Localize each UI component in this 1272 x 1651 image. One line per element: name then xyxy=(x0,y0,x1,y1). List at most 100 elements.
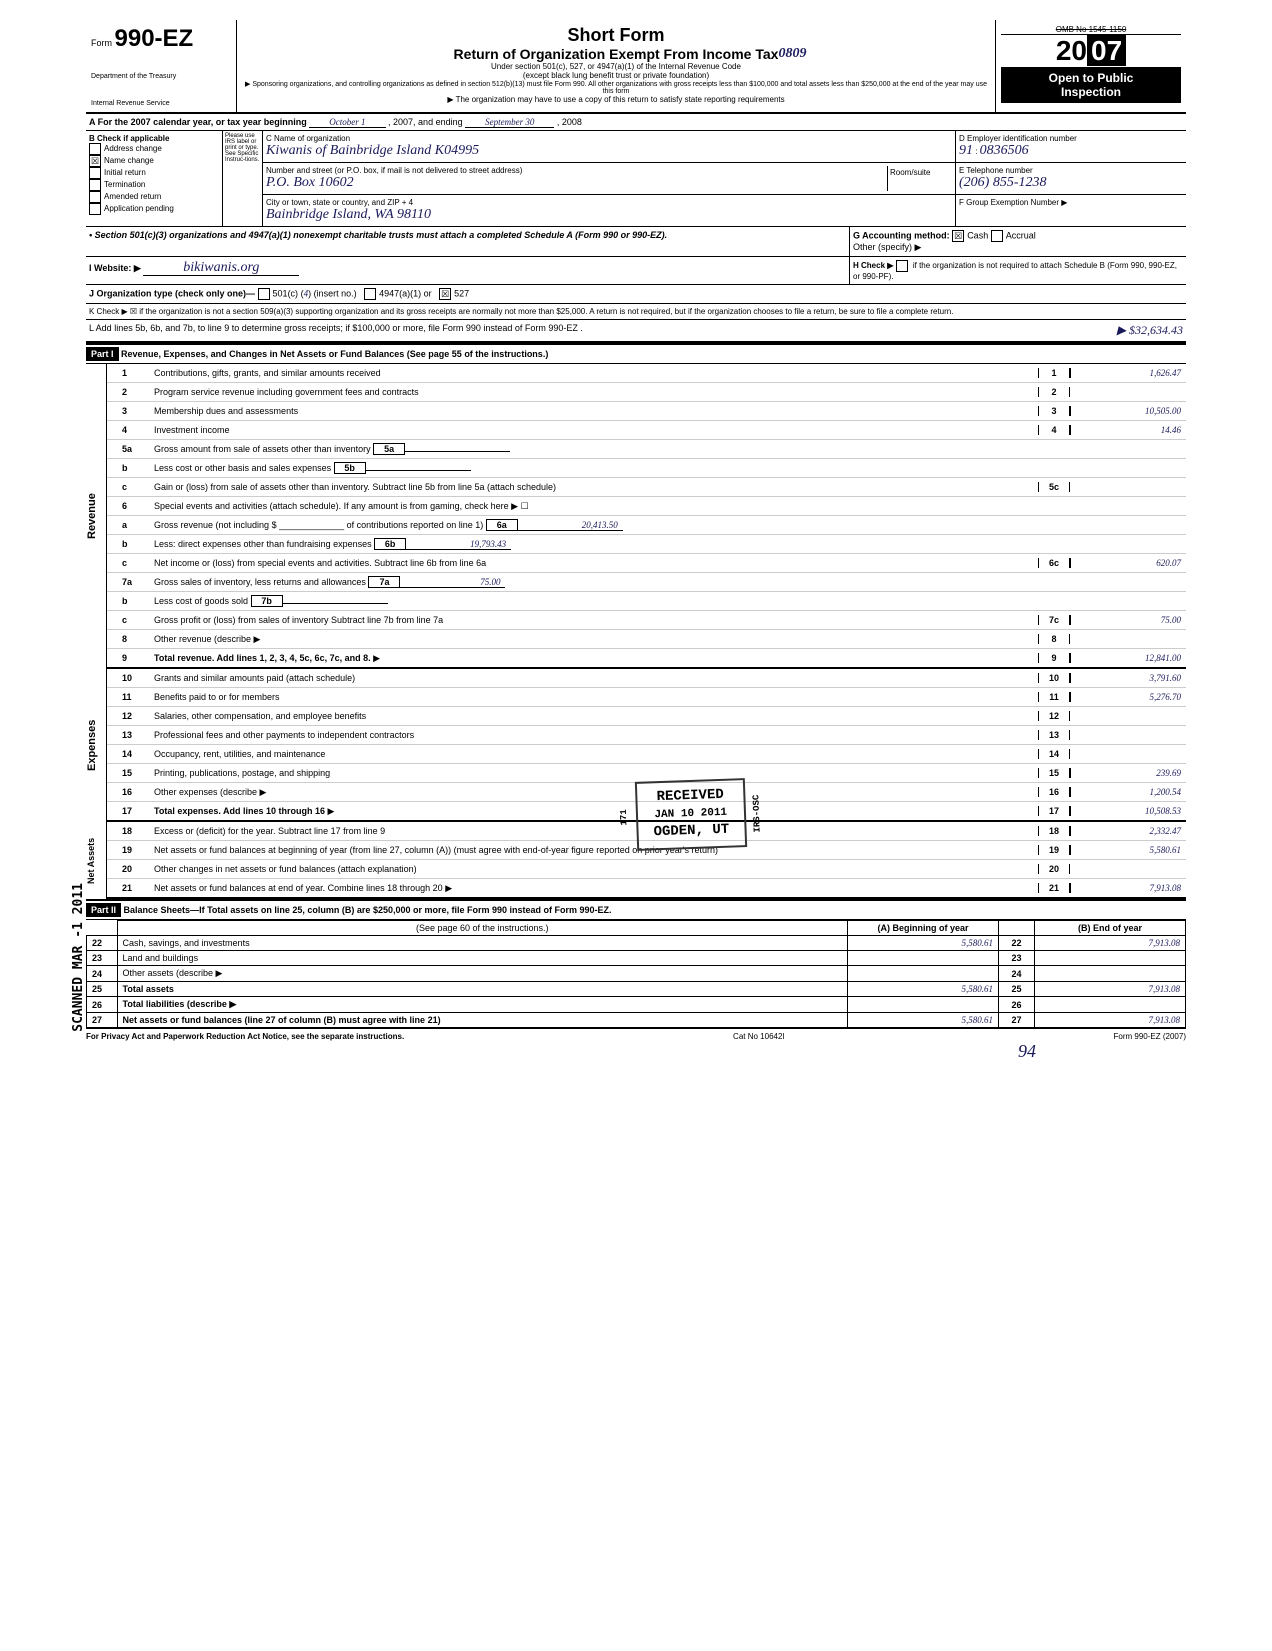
line7a-text: Gross sales of inventory, less returns a… xyxy=(154,577,366,587)
line1-text: Contributions, gifts, grants, and simila… xyxy=(152,366,1038,380)
bal25-b[interactable]: 7,913.08 xyxy=(1035,982,1186,997)
chk-527[interactable]: ☒ xyxy=(439,288,451,300)
line15-val[interactable]: 239.69 xyxy=(1070,768,1186,778)
revenue-section: Revenue 1Contributions, gifts, grants, a… xyxy=(86,364,1186,669)
section-l: L Add lines 5b, 6b, and 7b, to line 9 to… xyxy=(86,320,1186,343)
line17-val[interactable]: 10,508.53 xyxy=(1070,806,1186,816)
line5b-val[interactable] xyxy=(366,470,471,471)
bal26-b[interactable] xyxy=(1035,997,1186,1013)
org-city[interactable]: Bainbridge Island, WA 98110 xyxy=(266,207,952,223)
501c-num[interactable]: 4 xyxy=(304,288,309,298)
bal22-text: Cash, savings, and investments xyxy=(117,936,848,951)
chk-initial[interactable] xyxy=(89,167,101,179)
year-handwritten: 0809 xyxy=(778,46,806,62)
bal23-a[interactable] xyxy=(848,951,999,966)
col-b-head: (B) End of year xyxy=(1035,921,1186,936)
line11-text: Benefits paid to or for members xyxy=(152,690,1038,704)
chk-501c[interactable] xyxy=(258,288,270,300)
chk-accrual[interactable] xyxy=(991,230,1003,242)
line16-val[interactable]: 1,200.54 xyxy=(1070,787,1186,797)
bal27-a[interactable]: 5,580.61 xyxy=(848,1013,999,1028)
line6a-val[interactable]: 20,413.50 xyxy=(518,520,623,531)
part1-heading: Revenue, Expenses, and Changes in Net As… xyxy=(121,349,548,359)
line9-val[interactable]: 12,841.00 xyxy=(1070,653,1186,663)
footer-privacy: For Privacy Act and Paperwork Reduction … xyxy=(86,1032,404,1041)
website[interactable]: bikiwanis.org xyxy=(143,260,299,276)
page-footer: For Privacy Act and Paperwork Reduction … xyxy=(86,1028,1186,1041)
ein-2[interactable]: 0836506 xyxy=(980,143,1029,158)
line7a-val[interactable]: 75.00 xyxy=(400,577,505,588)
tax-year: 2007 xyxy=(1001,35,1181,67)
bal26-a[interactable] xyxy=(848,997,999,1013)
footer-handwritten: 94 xyxy=(86,1041,1186,1062)
bal22-a[interactable]: 5,580.61 xyxy=(848,936,999,951)
year-box: OMB No 1545-1150 2007 Open to Public Ins… xyxy=(995,20,1186,112)
bal23-text: Land and buildings xyxy=(117,951,848,966)
line6c-val[interactable]: 620.07 xyxy=(1070,558,1186,568)
c-city-label: City or town, state or country, and ZIP … xyxy=(266,198,952,207)
chk-address[interactable] xyxy=(89,143,101,155)
omb-number: OMB No 1545-1150 xyxy=(1001,25,1181,35)
line6b-val[interactable]: 19,793.43 xyxy=(406,539,511,550)
row-a-label: A For the 2007 calendar year, or tax yea… xyxy=(89,117,307,127)
section-j: J Organization type (check only one)— 50… xyxy=(86,285,1186,304)
stamp-side2: IRS-OSC xyxy=(750,794,764,832)
bal26-text: Total liabilities (describe ▶ xyxy=(123,999,237,1009)
line3-val[interactable]: 10,505.00 xyxy=(1070,406,1186,416)
row-a-tax-year: A For the 2007 calendar year, or tax yea… xyxy=(86,114,1186,131)
line10-text: Grants and similar amounts paid (attach … xyxy=(152,671,1038,685)
h-label: H Check ▶ xyxy=(853,261,893,270)
bal22-b[interactable]: 7,913.08 xyxy=(1035,936,1186,951)
subtitle-copy: ▶ The organization may have to use a cop… xyxy=(242,95,990,104)
line18-val[interactable]: 2,332.47 xyxy=(1070,826,1186,836)
form-header: Form 990-EZ Department of the Treasury I… xyxy=(86,20,1186,114)
line1-val[interactable]: 1,626.47 xyxy=(1070,368,1186,378)
line11-val[interactable]: 5,276.70 xyxy=(1070,692,1186,702)
expenses-label: Expenses xyxy=(86,669,106,822)
chk-h[interactable] xyxy=(896,260,908,272)
year-end[interactable]: September 30 xyxy=(465,117,554,128)
revenue-label: Revenue xyxy=(86,364,106,669)
line7c-val[interactable]: 75.00 xyxy=(1070,615,1186,625)
bal23-b[interactable] xyxy=(1035,951,1186,966)
form-number-box: Form 990-EZ Department of the Treasury I… xyxy=(86,20,237,112)
bal25-a[interactable]: 5,580.61 xyxy=(848,982,999,997)
bal-see: (See page 60 of the instructions.) xyxy=(117,921,848,936)
chk-term[interactable] xyxy=(89,179,101,191)
line19-val[interactable]: 5,580.61 xyxy=(1070,845,1186,855)
chk-amend[interactable] xyxy=(89,191,101,203)
line5a-val[interactable] xyxy=(405,451,510,452)
room-label: Room/suite xyxy=(887,166,952,191)
subtitle-except: (except black lung benefit trust or priv… xyxy=(242,71,990,80)
line6a-text: Gross revenue (not including $ _________… xyxy=(154,520,483,530)
chk-4947[interactable] xyxy=(364,288,376,300)
part2-heading: Balance Sheets—If Total assets on line 2… xyxy=(124,905,612,915)
line19-text: Net assets or fund balances at beginning… xyxy=(152,843,1038,857)
part2-header: Part II Balance Sheets—If Total assets o… xyxy=(86,899,1186,920)
org-name[interactable]: Kiwanis of Bainbridge Island K04995 xyxy=(266,143,952,159)
form-label: Form xyxy=(91,38,112,48)
line18-text: Excess or (deficit) for the year. Subtra… xyxy=(152,824,1038,838)
dept-treasury: Department of the Treasury xyxy=(91,73,231,80)
line15-text: Printing, publications, postage, and shi… xyxy=(152,766,1038,780)
phone[interactable]: (206) 855-1238 xyxy=(959,175,1183,191)
line7b-val[interactable] xyxy=(283,603,388,604)
bal24-a[interactable] xyxy=(848,966,999,982)
b-title: B Check if applicable xyxy=(89,134,169,143)
chk-name[interactable]: ☒ xyxy=(89,155,101,167)
col-de: D Employer identification number 91 : 08… xyxy=(956,131,1186,226)
bal27-text: Net assets or fund balances (line 27 of … xyxy=(123,1015,441,1025)
chk-app[interactable] xyxy=(89,203,101,215)
ein-1[interactable]: 91 xyxy=(959,143,973,158)
col-b-checkboxes: B Check if applicable Address change ☒Na… xyxy=(86,131,223,226)
bal27-b[interactable]: 7,913.08 xyxy=(1035,1013,1186,1028)
chk-cash[interactable]: ☒ xyxy=(952,230,964,242)
year-begin[interactable]: October 1 xyxy=(309,117,385,128)
bal24-b[interactable] xyxy=(1035,966,1186,982)
dept-irs: Internal Revenue Service xyxy=(91,100,231,107)
line10-val[interactable]: 3,791.60 xyxy=(1070,673,1186,683)
balance-sheet-table: (See page 60 of the instructions.) (A) B… xyxy=(86,920,1186,1028)
org-address[interactable]: P.O. Box 10602 xyxy=(266,175,887,191)
line4-val[interactable]: 14.46 xyxy=(1070,425,1186,435)
line21-val[interactable]: 7,913.08 xyxy=(1070,883,1186,893)
